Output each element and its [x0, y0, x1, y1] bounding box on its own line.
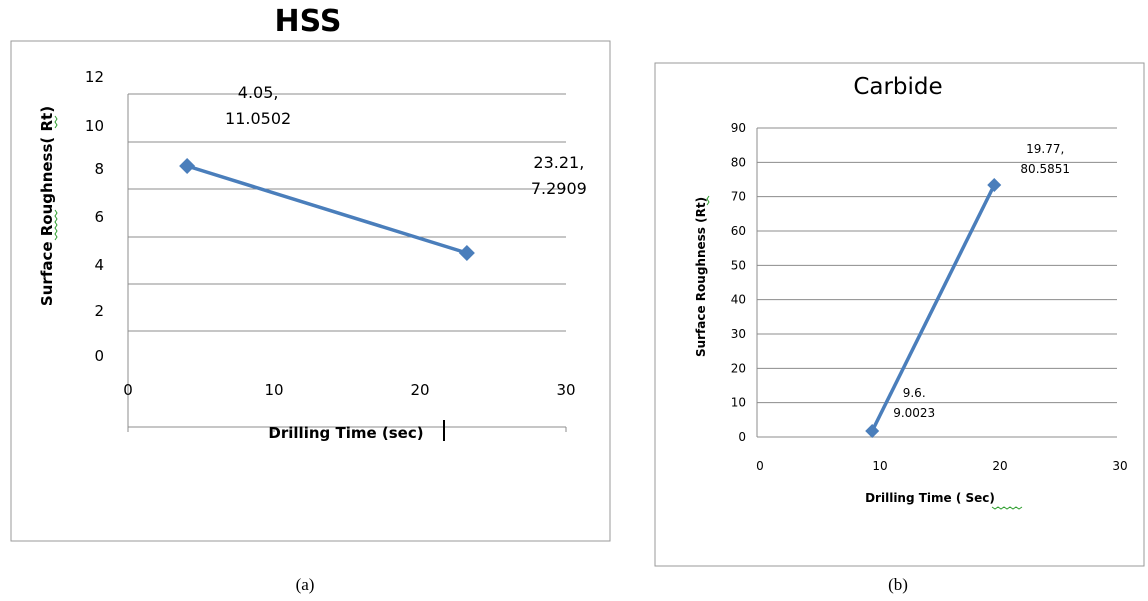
x-tick-label: 0 [756, 459, 764, 473]
chart-a-title: HSS [275, 4, 342, 39]
x-tick-label: 30 [556, 381, 575, 399]
y-tick-label: 40 [731, 293, 746, 307]
data-label: 80.5851 [1020, 162, 1070, 176]
x-tick-label: 0 [123, 381, 133, 399]
chart-b-title: Carbide [853, 74, 942, 100]
x-tick-label: 20 [992, 459, 1007, 473]
y-tick-label: 6 [94, 208, 104, 226]
y-tick-label: 12 [85, 68, 104, 86]
caption-b: (b) [888, 575, 908, 594]
data-label: 11.0502 [225, 109, 291, 128]
y-tick-label: 2 [94, 302, 104, 320]
spellcheck-underline [706, 195, 710, 206]
x-tick-label: 30 [1112, 459, 1127, 473]
y-tick-label: 4 [94, 256, 104, 274]
y-tick-label: 10 [731, 396, 746, 410]
chart-a-frame [10, 40, 611, 542]
y-tick-label: 70 [731, 190, 746, 204]
y-tick-label: 0 [94, 347, 104, 365]
data-point-marker [458, 245, 475, 261]
data-point-marker [987, 178, 1002, 192]
chart-b-xlabel: Drilling Time ( Sec) [865, 491, 995, 505]
chart-b-ylabel: Surface Roughness (Rt) [694, 197, 708, 357]
y-tick-label: 80 [731, 155, 746, 169]
spellcheck-underline [54, 209, 58, 241]
chart-b-frame [654, 62, 1145, 567]
data-label: 7.2909 [531, 179, 587, 198]
spellcheck-underline [54, 115, 58, 129]
y-tick-label: 8 [94, 160, 104, 178]
spellcheck-underline [991, 506, 1023, 510]
x-tick-label: 10 [264, 381, 283, 399]
chart-a: HSS 0 2 4 6 8 10 12 0 10 20 30 4.05, 11.0502 23.21,… [10, 4, 611, 542]
data-label: 9.6. [903, 386, 926, 400]
chart-b: Carbide 0 10 20 30 40 50 60 70 80 90 0 10 20 30 9.6.… [654, 62, 1145, 567]
y-tick-label: 10 [85, 117, 104, 135]
y-tick-label: 30 [731, 327, 746, 341]
data-point-marker [179, 158, 196, 174]
y-tick-label: 50 [731, 258, 746, 272]
y-tick-label: 0 [738, 430, 746, 444]
x-tick-label: 20 [410, 381, 429, 399]
y-tick-label: 20 [731, 361, 746, 375]
data-point-marker [865, 424, 880, 438]
data-label: 19.77, [1026, 142, 1064, 156]
chart-a-ylabel: Surface Roughness( Rt) [38, 106, 56, 306]
chart-a-xlabel: Drilling Time (sec) [268, 424, 423, 442]
series-line [870, 184, 996, 432]
y-tick-label: 90 [731, 121, 746, 135]
data-label: 4.05, [238, 83, 279, 102]
caption-a: (a) [296, 575, 315, 594]
data-label: 9.0023 [893, 406, 935, 420]
x-tick-label: 10 [872, 459, 887, 473]
data-label: 23.21, [533, 153, 584, 172]
series-line [186, 164, 468, 255]
y-tick-label: 60 [731, 224, 746, 238]
